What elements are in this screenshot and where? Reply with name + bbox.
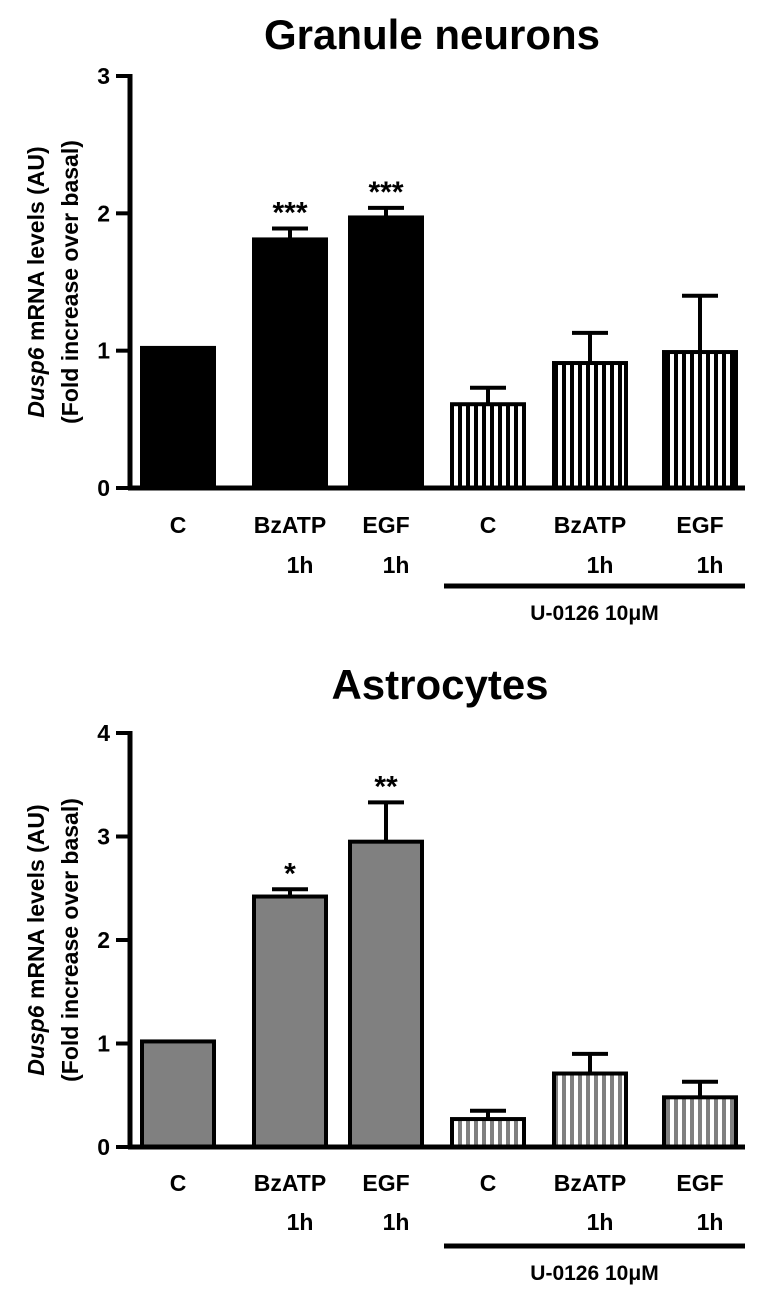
y-axis-label: Dusp6 mRNA levels (AU) [23,146,49,417]
y-tick-label: 0 [97,475,110,501]
x-tick-label: 1h [287,1209,314,1235]
y-axis-label-text: mRNA levels (AU) [23,804,49,999]
x-tick-label: C [170,1170,187,1196]
treatment-label: U-0126 10μM [530,602,658,625]
x-tick-label: BzATP [554,1170,626,1196]
x-tick-label: 1h [587,552,614,578]
bar [662,1095,738,1149]
x-tick-label: BzATP [554,512,626,538]
x-tick-label: EGF [362,1170,409,1196]
x-tick-label: C [480,1170,497,1196]
bar [450,1117,526,1150]
bar [252,894,328,1150]
y-axis-label-gene: Dusp6 [23,1005,49,1076]
x-tick-label: 1h [697,552,724,578]
y-tick-label: 1 [97,338,110,364]
x-tick-label: BzATP [254,512,326,538]
y-tick-label: 1 [97,1031,110,1057]
x-tick-label: 1h [697,1209,724,1235]
significance-label: ** [374,770,398,803]
significance-label: *** [368,176,403,209]
treatment-label: U-0126 10μM [530,1262,658,1285]
x-tick-label: C [480,512,497,538]
y-axis-label-2: (Fold increase over basal) [57,798,83,1082]
y-tick-label: 2 [97,200,110,226]
bar [552,1071,628,1150]
x-tick-label: 1h [383,552,410,578]
y-tick-label: 2 [97,927,110,953]
bar [348,839,424,1149]
x-tick-label: EGF [676,512,723,538]
x-tick-label: 1h [287,552,314,578]
y-axis-label-2: (Fold increase over basal) [57,140,83,424]
x-tick-label: EGF [676,1170,723,1196]
y-tick-label: 3 [97,63,110,89]
y-tick-label: 3 [97,824,110,850]
y-axis-label: Dusp6 mRNA levels (AU) [23,804,49,1075]
y-tick-label: 4 [97,720,110,746]
x-tick-label: C [170,512,187,538]
significance-label: * [284,857,296,890]
bar [140,345,216,491]
chart-title: Granule neurons [264,11,600,58]
x-tick-label: 1h [383,1209,410,1235]
x-tick-label: 1h [587,1209,614,1235]
bar [348,215,424,490]
x-tick-label: BzATP [254,1170,326,1196]
chart-title: Astrocytes [331,661,548,708]
significance-label: *** [272,196,307,229]
y-axis-label-text: mRNA levels (AU) [23,146,49,341]
x-tick-label: EGF [362,512,409,538]
bar [450,402,526,490]
bar [552,361,628,491]
bar [252,237,328,490]
bar [662,350,738,491]
y-tick-label: 0 [97,1134,110,1160]
y-axis-label-gene: Dusp6 [23,347,49,418]
bar [140,1039,216,1150]
